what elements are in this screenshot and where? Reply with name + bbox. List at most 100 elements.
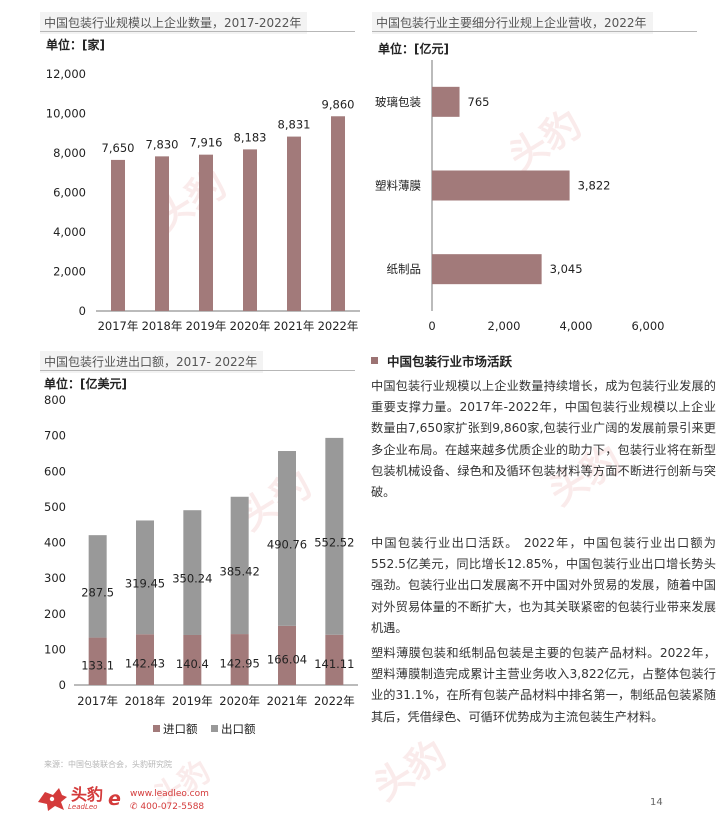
page-number: 14 [650,797,663,808]
bar [432,170,570,201]
phone-number: 400-072-5588 [140,802,205,812]
data-label-export: 552.52 [314,535,354,549]
section-title: 中国包装行业市场活跃 [387,354,513,369]
y-tick-label: 200 [44,607,66,621]
bar [432,86,460,117]
x-tick-label: 2,000 [488,319,521,333]
title-divider [372,31,697,32]
x-tick-label: 2021年 [274,319,315,333]
y-tick-label: 10,000 [46,107,86,121]
brand-logo: 头豹 LeadLeo e [36,786,121,812]
bar-import [136,634,154,685]
title-divider [40,31,355,32]
bar-export [230,496,249,635]
chart-title: 中国包装行业主要细分行业规上企业营收，2022年 [372,12,653,34]
bar [155,156,169,311]
data-label-import: 142.95 [220,657,260,671]
x-tick-label: 0 [428,319,435,333]
category-label: 玻璃包装 [375,95,421,109]
y-tick-label: 2,000 [53,265,86,279]
enterprise-count-bar-chart: 0 2,000 4,000 6,000 8,000 10,000 12,000 7,650 20… [46,67,360,333]
data-label-export: 319.45 [125,576,165,590]
x-tick-label: 2022年 [314,694,355,708]
data-label-import: 133.1 [81,658,114,672]
chart-unit: 单位：[亿美元] [44,377,127,391]
bar [432,254,542,285]
bar-import [183,634,202,685]
data-label-import: 141.11 [314,657,354,671]
data-label: 9,860 [322,97,355,111]
bar-import [88,637,107,685]
contact-info: www.leadleo.com ✆ 400-072-5588 [130,788,209,814]
data-label: 7,916 [190,136,223,150]
x-tick-label: 2021年 [267,694,308,708]
title-divider [40,370,355,371]
data-label: 3,045 [550,262,583,276]
segment-revenue-bar-chart: 0 2,000 4,000 6,000 765 玻璃包装 3,822 塑料薄膜 3,045 纸制品 [375,60,665,333]
y-tick-label: 400 [44,536,66,550]
data-label-export: 385.42 [220,564,260,578]
category-label: 纸制品 [387,262,422,276]
paragraph-enterprise-growth: 中国包装行业规模以上企业数量持续增长，成为包装行业发展的重要支撑力量。2017年… [371,379,716,500]
bar [331,116,345,311]
data-label-import: 166.04 [267,652,307,666]
y-tick-label: 700 [44,429,66,443]
website-link[interactable]: www.leadleo.com [130,789,209,799]
y-tick-label: 500 [44,500,66,514]
x-tick-label: 2018年 [142,319,183,333]
legend-swatch [211,725,218,732]
bar-export [88,535,107,638]
y-tick-label: 0 [59,678,66,692]
y-tick-label: 800 [44,393,66,407]
bar [287,136,301,311]
paragraph-export: 中国包装行业出口活跃。 2022年，中国包装行业出口额为552.5亿美元，同比增… [371,536,716,635]
y-tick-label: 0 [79,304,86,318]
bar-import [278,625,296,685]
bar [111,159,125,311]
chart-title: 中国包装行业进出口额，2017- 2022年 [40,351,264,373]
paragraph-materials: 塑料薄膜包装和纸制品包装是主要的包装产品材料。2022年，塑料薄膜制造完成累计主… [371,646,716,724]
y-tick-label: 4,000 [53,225,86,239]
bullet-square-icon [371,357,378,364]
data-label: 7,830 [146,137,179,151]
data-label-import: 140.4 [176,657,209,671]
bar-export [278,451,296,626]
x-tick-label: 2017年 [77,694,118,708]
bar-export [325,437,344,635]
chart-unit: 单位：[亿元] [378,42,449,56]
y-tick-label: 300 [44,571,66,585]
brand-e-mark: e [108,788,121,810]
data-label: 8,831 [278,118,311,132]
section-heading: 中国包装行业市场活跃 [371,351,512,370]
data-label-export: 350.24 [172,572,212,586]
bar [199,154,213,311]
x-tick-label: 4,000 [560,319,593,333]
chart-title: 中国包装行业规模以上企业数量，2017-2022年 [40,12,308,34]
import-export-stacked-chart: 0 100 200 300 400 500 600 700 800 133.1 287.5 2017年… [44,393,358,736]
bar-export [136,520,154,635]
legend-label: 进口额 [163,722,198,736]
x-tick-label: 2020年 [219,694,260,708]
data-label-export: 490.76 [267,537,307,551]
y-tick-label: 100 [44,642,66,656]
data-label-export: 287.5 [81,585,114,599]
source-note: 来源：中国包装联合会，头豹研究院 [44,760,172,769]
legend-swatch [153,725,160,732]
data-label: 8,183 [234,130,267,144]
x-tick-label: 2018年 [125,694,166,708]
x-tick-label: 6,000 [632,319,665,333]
x-tick-label: 2019年 [186,319,227,333]
x-tick-label: 2022年 [318,319,359,333]
x-tick-label: 2019年 [172,694,213,708]
brand-sub: LeadLeo [68,803,98,811]
category-label: 塑料薄膜 [375,179,421,193]
y-tick-label: 8,000 [53,146,86,160]
legend-label: 出口额 [221,722,256,736]
data-label: 7,650 [102,141,135,155]
bar-import [325,634,344,685]
brand-name: 头豹 [71,785,104,804]
y-tick-label: 600 [44,464,66,478]
chart-unit: 单位：[家] [46,38,105,52]
x-tick-label: 2020年 [230,319,271,333]
data-label: 765 [468,95,490,109]
